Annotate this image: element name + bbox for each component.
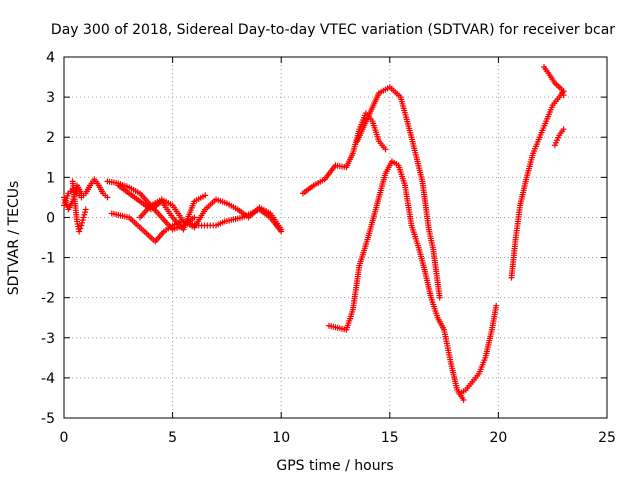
data-point [80, 214, 87, 221]
series-arc-h [299, 110, 389, 197]
grid-lines [64, 57, 607, 418]
data-point [191, 214, 198, 221]
x-tick-label: 25 [598, 430, 616, 446]
y-tick-label: 0 [46, 210, 55, 226]
y-tick-label: -5 [41, 411, 55, 427]
data-point [79, 217, 86, 224]
x-tick-label: 0 [60, 430, 69, 446]
series-arc-i [325, 158, 467, 403]
data-points [61, 64, 567, 403]
plot-frame [63, 56, 608, 419]
data-point [202, 192, 209, 199]
data-point [560, 126, 567, 133]
data-point [493, 302, 500, 309]
y-tick-label: 3 [46, 90, 55, 106]
series-arc-k [456, 302, 500, 397]
series-arc-l [508, 88, 567, 281]
series-arc-b [69, 178, 89, 235]
data-point [79, 219, 86, 226]
x-tick-label: 20 [489, 430, 507, 446]
data-point [558, 86, 565, 93]
series-arc-m [541, 64, 567, 99]
series-arc-g [137, 196, 285, 233]
x-tick-label: 15 [381, 430, 399, 446]
data-point [81, 209, 88, 216]
data-point [78, 222, 85, 229]
y-tick-label: -3 [41, 331, 55, 347]
x-axis-label: GPS time / hours [276, 458, 393, 474]
data-point [76, 228, 83, 235]
x-tick-label: 10 [272, 430, 290, 446]
y-tick-label: 2 [46, 130, 55, 146]
y-tick-label: -4 [41, 371, 55, 387]
data-point [77, 225, 84, 232]
data-point [436, 294, 443, 301]
data-point [81, 211, 88, 218]
series-arc-j [354, 84, 443, 301]
chart-title: Day 300 of 2018, Sidereal Day-to-day VTE… [51, 22, 615, 38]
y-tick-label: -1 [41, 251, 55, 267]
series-arc-c [61, 182, 85, 213]
data-point [382, 146, 389, 153]
series-arc-n [551, 126, 567, 149]
y-tick-label: -2 [41, 291, 55, 307]
data-point [460, 396, 467, 403]
data-point [278, 226, 285, 233]
data-point [82, 206, 89, 213]
data-point [560, 92, 567, 99]
data-point [104, 194, 111, 201]
series-arc-a [61, 176, 111, 209]
data-point [78, 190, 85, 197]
x-tick-label: 5 [168, 430, 177, 446]
data-point [559, 89, 566, 96]
axis-ticks: 0 5 10 15 20 25 -5 -4 -3 -2 -1 0 1 2 3 4 [41, 50, 616, 446]
y-tick-label: 1 [46, 170, 55, 186]
y-axis-label: SDTVAR / TECUs [6, 181, 22, 296]
y-tick-label: 4 [46, 50, 55, 66]
